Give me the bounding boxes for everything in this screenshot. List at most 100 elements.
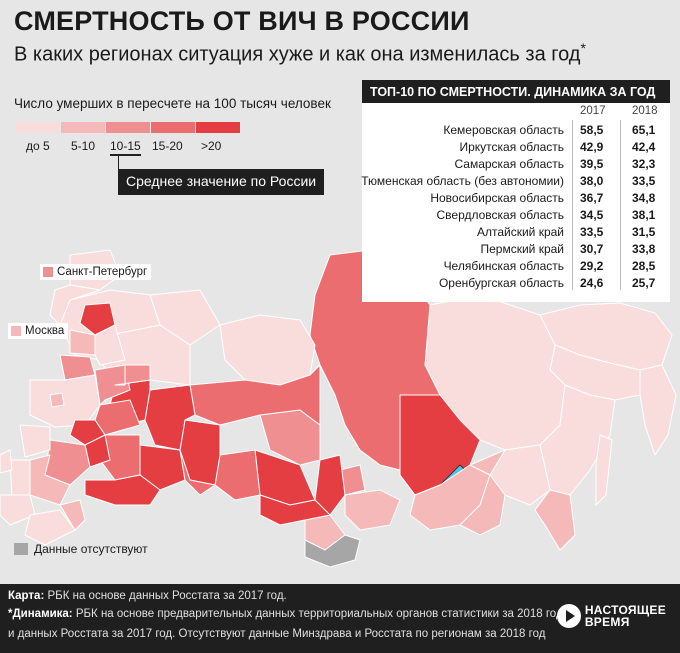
value-2018: 31,5 xyxy=(632,225,656,239)
source-map-text: РБК на основе данных Росстата за 2017 го… xyxy=(44,590,287,602)
average-pointer xyxy=(118,156,119,170)
legend-label-5-10: 5-10 xyxy=(71,139,96,153)
table-row: Самарская область 39,5 32,3 xyxy=(362,155,670,173)
region-name: Самарская область xyxy=(454,157,564,171)
region-khmao xyxy=(189,364,321,426)
region-primorye xyxy=(534,489,576,551)
region-novgorod xyxy=(69,329,96,356)
subtitle-footnote-mark: * xyxy=(580,40,586,56)
region-name: Алтайский край xyxy=(476,225,564,239)
region-name: Кемеровская область xyxy=(443,123,564,137)
region-altai-krai xyxy=(259,494,331,526)
source-dynamics: *Динамика: РБК на основе предварительных… xyxy=(8,608,563,620)
value-2018: 65,1 xyxy=(632,123,656,137)
value-2018: 42,4 xyxy=(632,140,656,154)
value-2018: 34,8 xyxy=(632,191,656,205)
region-name: Тюменская область (без автономии) xyxy=(361,174,564,188)
legend-swatch-5-10 xyxy=(61,122,105,133)
top10-heading: ТОП-10 ПО СМЕРТНОСТИ. ДИНАМИКА ЗА ГОД xyxy=(362,80,670,103)
region-rostov xyxy=(9,459,31,501)
region-udmurtia xyxy=(114,364,151,386)
city-label-spb: Санкт-Петербург xyxy=(40,264,152,280)
value-2018: 33,5 xyxy=(632,174,656,188)
value-2017: 33,5 xyxy=(580,225,604,239)
legend-label-10-15: 10-15 xyxy=(110,139,141,156)
table-row: Челябинская область 29,2 28,5 xyxy=(362,257,670,275)
legend-label-15-20: 15-20 xyxy=(152,139,183,153)
column-divider xyxy=(572,120,573,290)
city-label-moscow: Москва xyxy=(8,323,69,339)
region-name: Оренбургская область xyxy=(438,276,564,290)
value-2018: 25,7 xyxy=(632,276,656,290)
brand-line-2: ВРЕМЯ xyxy=(584,615,630,629)
average-label: Среднее значение по России xyxy=(118,169,325,195)
city-swatch xyxy=(43,267,53,277)
city-swatch xyxy=(11,326,21,336)
legend-label-20plus: >20 xyxy=(201,139,222,153)
footer: Карта: РБК на основе данных Росстата за … xyxy=(0,584,680,653)
region-voronezh xyxy=(19,424,51,458)
region-name: Свердловская область xyxy=(436,208,564,222)
year-2018-header: 2018 xyxy=(632,105,658,117)
region-karelia xyxy=(49,284,101,326)
value-2017: 24,6 xyxy=(580,276,604,290)
region-tyva xyxy=(344,489,401,531)
value-2017: 42,9 xyxy=(580,140,604,154)
city-name: Москва xyxy=(25,325,65,337)
region-name: Пермский край xyxy=(480,242,564,256)
region-krasnodar xyxy=(0,494,36,526)
region-yamal xyxy=(219,314,316,386)
table-row: Оренбургская область 24,6 25,7 xyxy=(362,274,670,292)
table-row: Пермский край 30,7 33,8 xyxy=(362,240,670,258)
legend-swatch-0-5 xyxy=(16,122,60,133)
russia-map xyxy=(0,249,677,568)
nodata-legend: Данные отсутствуют xyxy=(14,542,148,556)
region-omsk xyxy=(214,449,261,501)
top10-table: ТОП-10 ПО СМЕРТНОСТИ. ДИНАМИКА ЗА ГОД 20… xyxy=(361,80,670,302)
value-2018: 38,1 xyxy=(632,208,656,222)
value-2018: 28,5 xyxy=(632,259,656,273)
brand-logo: НАСТОЯЩЕЕ ВРЕМЯ xyxy=(556,604,666,628)
region-orenburg xyxy=(84,474,161,506)
brand-line-1: НАСТОЯЩЕЕ xyxy=(584,603,666,617)
play-icon xyxy=(556,604,581,628)
region-central xyxy=(29,374,101,428)
source-map-label: Карта: xyxy=(8,590,45,602)
region-tatarstan xyxy=(94,399,141,436)
nodata-label: Данные отсутствуют xyxy=(34,542,148,556)
region-kurgan xyxy=(179,449,216,496)
table-row: Тюменская область (без автономии) 38,0 33,… xyxy=(361,172,670,190)
legend-title: Число умерших в пересчете на 100 тысяч ч… xyxy=(14,96,331,111)
region-astrakhan xyxy=(59,499,86,531)
value-2017: 38,0 xyxy=(580,174,604,188)
source-map: Карта: РБК на основе данных Росстата за … xyxy=(8,590,287,602)
table-row: Иркутская область 42,9 42,4 xyxy=(362,138,670,156)
year-2017-header: 2017 xyxy=(580,105,606,117)
region-caucasus xyxy=(24,509,76,546)
legend-label-0-5: до 5 xyxy=(26,139,50,153)
value-2017: 30,7 xyxy=(580,242,604,256)
region-sakhalin xyxy=(595,434,613,506)
region-name: Новосибирская область xyxy=(430,191,564,205)
value-2017: 29,2 xyxy=(580,259,604,273)
source-dynamics-text: РБК на основе предварительных данных тер… xyxy=(72,608,563,620)
table-row: Новосибирская область 36,7 34,8 xyxy=(362,189,670,207)
page-title: СМЕРТНОСТЬ ОТ ВИЧ В РОССИИ xyxy=(14,6,470,36)
region-no-data xyxy=(304,534,361,568)
region-name: Челябинская область xyxy=(443,259,564,273)
region-kamchatka xyxy=(639,364,677,456)
nodata-swatch xyxy=(14,543,28,555)
city-name: Санкт-Петербург xyxy=(57,266,148,278)
legend-swatch-20plus xyxy=(196,122,240,133)
source-dynamics-label: *Динамика: xyxy=(8,608,73,620)
value-2017: 36,7 xyxy=(580,191,604,205)
source-dynamics-continued: и данных Росстата за 2017 год. Отсутству… xyxy=(8,628,546,640)
region-nizhny xyxy=(94,364,131,406)
column-divider xyxy=(620,120,621,290)
region-vologda xyxy=(94,324,126,366)
value-2018: 32,3 xyxy=(632,157,656,171)
value-2017: 58,5 xyxy=(580,123,604,137)
brand-name: НАСТОЯЩЕЕ ВРЕМЯ xyxy=(585,604,666,628)
table-row: Свердловская область 34,5 38,1 xyxy=(362,206,670,224)
region-crimea xyxy=(0,449,13,474)
